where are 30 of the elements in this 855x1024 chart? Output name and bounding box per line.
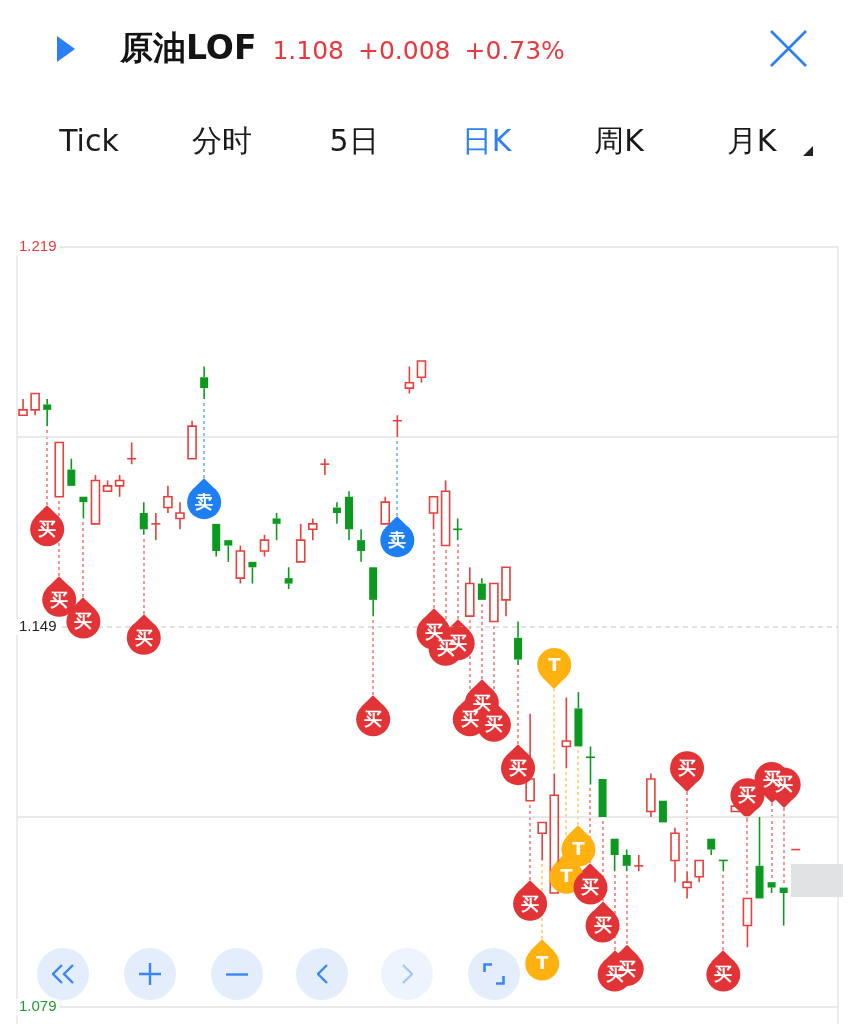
text: 周K (593, 122, 645, 160)
data-label: 买 (509, 756, 528, 778)
data-label: T (572, 838, 586, 860)
chart-title: 原油LOF (120, 27, 257, 69)
data-label: 卖 (388, 528, 407, 550)
text: 分时 (190, 122, 253, 160)
data-label: 买 (38, 517, 57, 539)
data-label: 卖 (195, 490, 214, 512)
data-label: 买 (484, 713, 503, 735)
data-label: 买 (714, 963, 733, 985)
text: 5日 (328, 122, 380, 160)
data-label: 买 (581, 876, 600, 898)
data-label: 买 (364, 707, 383, 729)
data-label: T (536, 952, 550, 974)
y-tick-label: 1.219 (19, 237, 57, 255)
data-label: 买 (593, 914, 612, 936)
data-label: 买 (521, 892, 540, 914)
data-label: 买 (74, 610, 93, 632)
y-tick-label: 1.079 (19, 997, 57, 1015)
data-label: T (548, 653, 562, 675)
data-label: 买 (678, 756, 697, 778)
y-tick-label: 1.149 (19, 617, 57, 635)
text: 月K (725, 122, 778, 160)
text: Tick (58, 122, 120, 160)
data-label: 买 (738, 783, 757, 805)
text: 日K (460, 122, 513, 160)
data-label: 买 (134, 626, 153, 648)
chart-subtitle: 1.108 +0.008 +0.73% (272, 36, 565, 65)
data-label: T (560, 865, 574, 887)
data-label: 买 (50, 588, 69, 610)
